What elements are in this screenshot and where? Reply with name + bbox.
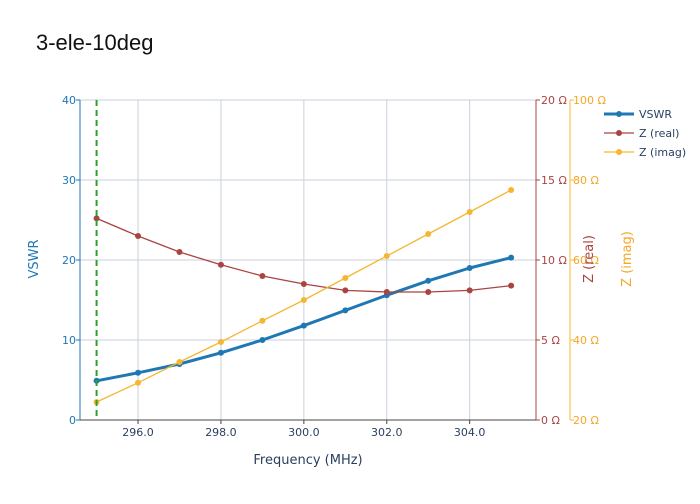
vswr-data-point [466, 265, 473, 271]
vswr-tick-label: 10 [62, 334, 76, 347]
vswr-data-point [300, 322, 307, 329]
vswr-tick-label: 30 [62, 174, 76, 187]
x-tick-label: 298.0 [205, 426, 237, 439]
legend-swatch-marker [616, 111, 622, 117]
chart-title: 3-ele-10deg [36, 30, 153, 55]
zimag-axis-title: Z (imag) [620, 231, 635, 287]
vswr-data-point [217, 349, 224, 356]
legend-item-zreal[interactable]: Z (real) [604, 127, 679, 140]
zreal-data-point [466, 287, 473, 294]
zimag-data-point [135, 379, 142, 386]
x-tick-label: 296.0 [122, 426, 154, 439]
legend-label: Z (imag) [639, 146, 686, 159]
zimag-data-point [466, 209, 473, 215]
legend-item-vswr[interactable]: VSWR [604, 108, 672, 121]
zimag-tick-label: 20 Ω [573, 414, 599, 427]
vswr-data-point [135, 369, 142, 376]
zimag-tick-label: 60 Ω [573, 254, 599, 267]
zimag-tick-label: 40 Ω [573, 334, 599, 347]
series [93, 100, 515, 420]
legend-item-zimag[interactable]: Z (imag) [604, 146, 686, 159]
legend-label: VSWR [639, 108, 672, 121]
zreal-tick-label: 5 Ω [541, 334, 560, 347]
legend-swatch-marker [616, 130, 622, 136]
zimag-data-point [383, 253, 390, 259]
vswr-tick-label: 0 [69, 414, 76, 427]
vswr-data-point [259, 337, 266, 343]
zreal-data-point [93, 215, 100, 222]
vswr-data-point [508, 254, 515, 261]
zreal-tick-label: 0 Ω [541, 414, 560, 427]
zreal-axis-title: Z (real) [582, 235, 597, 283]
zreal-data-point [425, 289, 432, 295]
zimag-data-point [300, 297, 307, 303]
zimag-data-point [259, 317, 266, 324]
vswr-tick-label: 20 [62, 254, 76, 267]
vswr-axis-title: VSWR [27, 239, 42, 278]
zimag-tick-label: 80 Ω [573, 174, 599, 187]
zreal-data-point [135, 233, 142, 239]
axes: 296.0 298.0 300.0 302.0 304.0 0 10 20 30 40 0 Ω 5 Ω… [62, 94, 606, 439]
zimag-data-point [508, 187, 515, 193]
zimag-data-point [342, 275, 349, 281]
vswr-data-point [342, 307, 349, 314]
zreal-data-point [342, 287, 349, 294]
x-tick-label: 304.0 [454, 426, 486, 439]
zimag-data-point [176, 359, 183, 365]
grid [80, 99, 536, 420]
legend-label: Z (real) [639, 127, 679, 140]
legend[interactable]: VSWR Z (real) Z (imag) [604, 108, 686, 159]
x-tick-label: 300.0 [288, 426, 320, 439]
zreal-data-point [217, 261, 224, 268]
x-axis-title: Frequency (MHz) [253, 453, 362, 468]
zimag-data-point [425, 231, 432, 237]
zreal-tick-label: 10 Ω [541, 254, 567, 267]
zreal-data-point [176, 249, 183, 255]
zimag-tick-label: 100 Ω [573, 94, 606, 107]
zimag-data-point [217, 339, 224, 345]
zreal-data-point [383, 289, 390, 295]
zreal-tick-label: 15 Ω [541, 174, 567, 187]
vswr-tick-label: 40 [62, 94, 76, 107]
x-tick-label: 302.0 [371, 426, 403, 439]
legend-swatch-marker [616, 149, 622, 155]
zreal-tick-label: 20 Ω [541, 94, 567, 107]
zreal-data-point [508, 282, 515, 289]
vswr-data-point [425, 277, 432, 284]
zreal-data-point [259, 273, 266, 279]
zreal-data-point [300, 281, 307, 287]
